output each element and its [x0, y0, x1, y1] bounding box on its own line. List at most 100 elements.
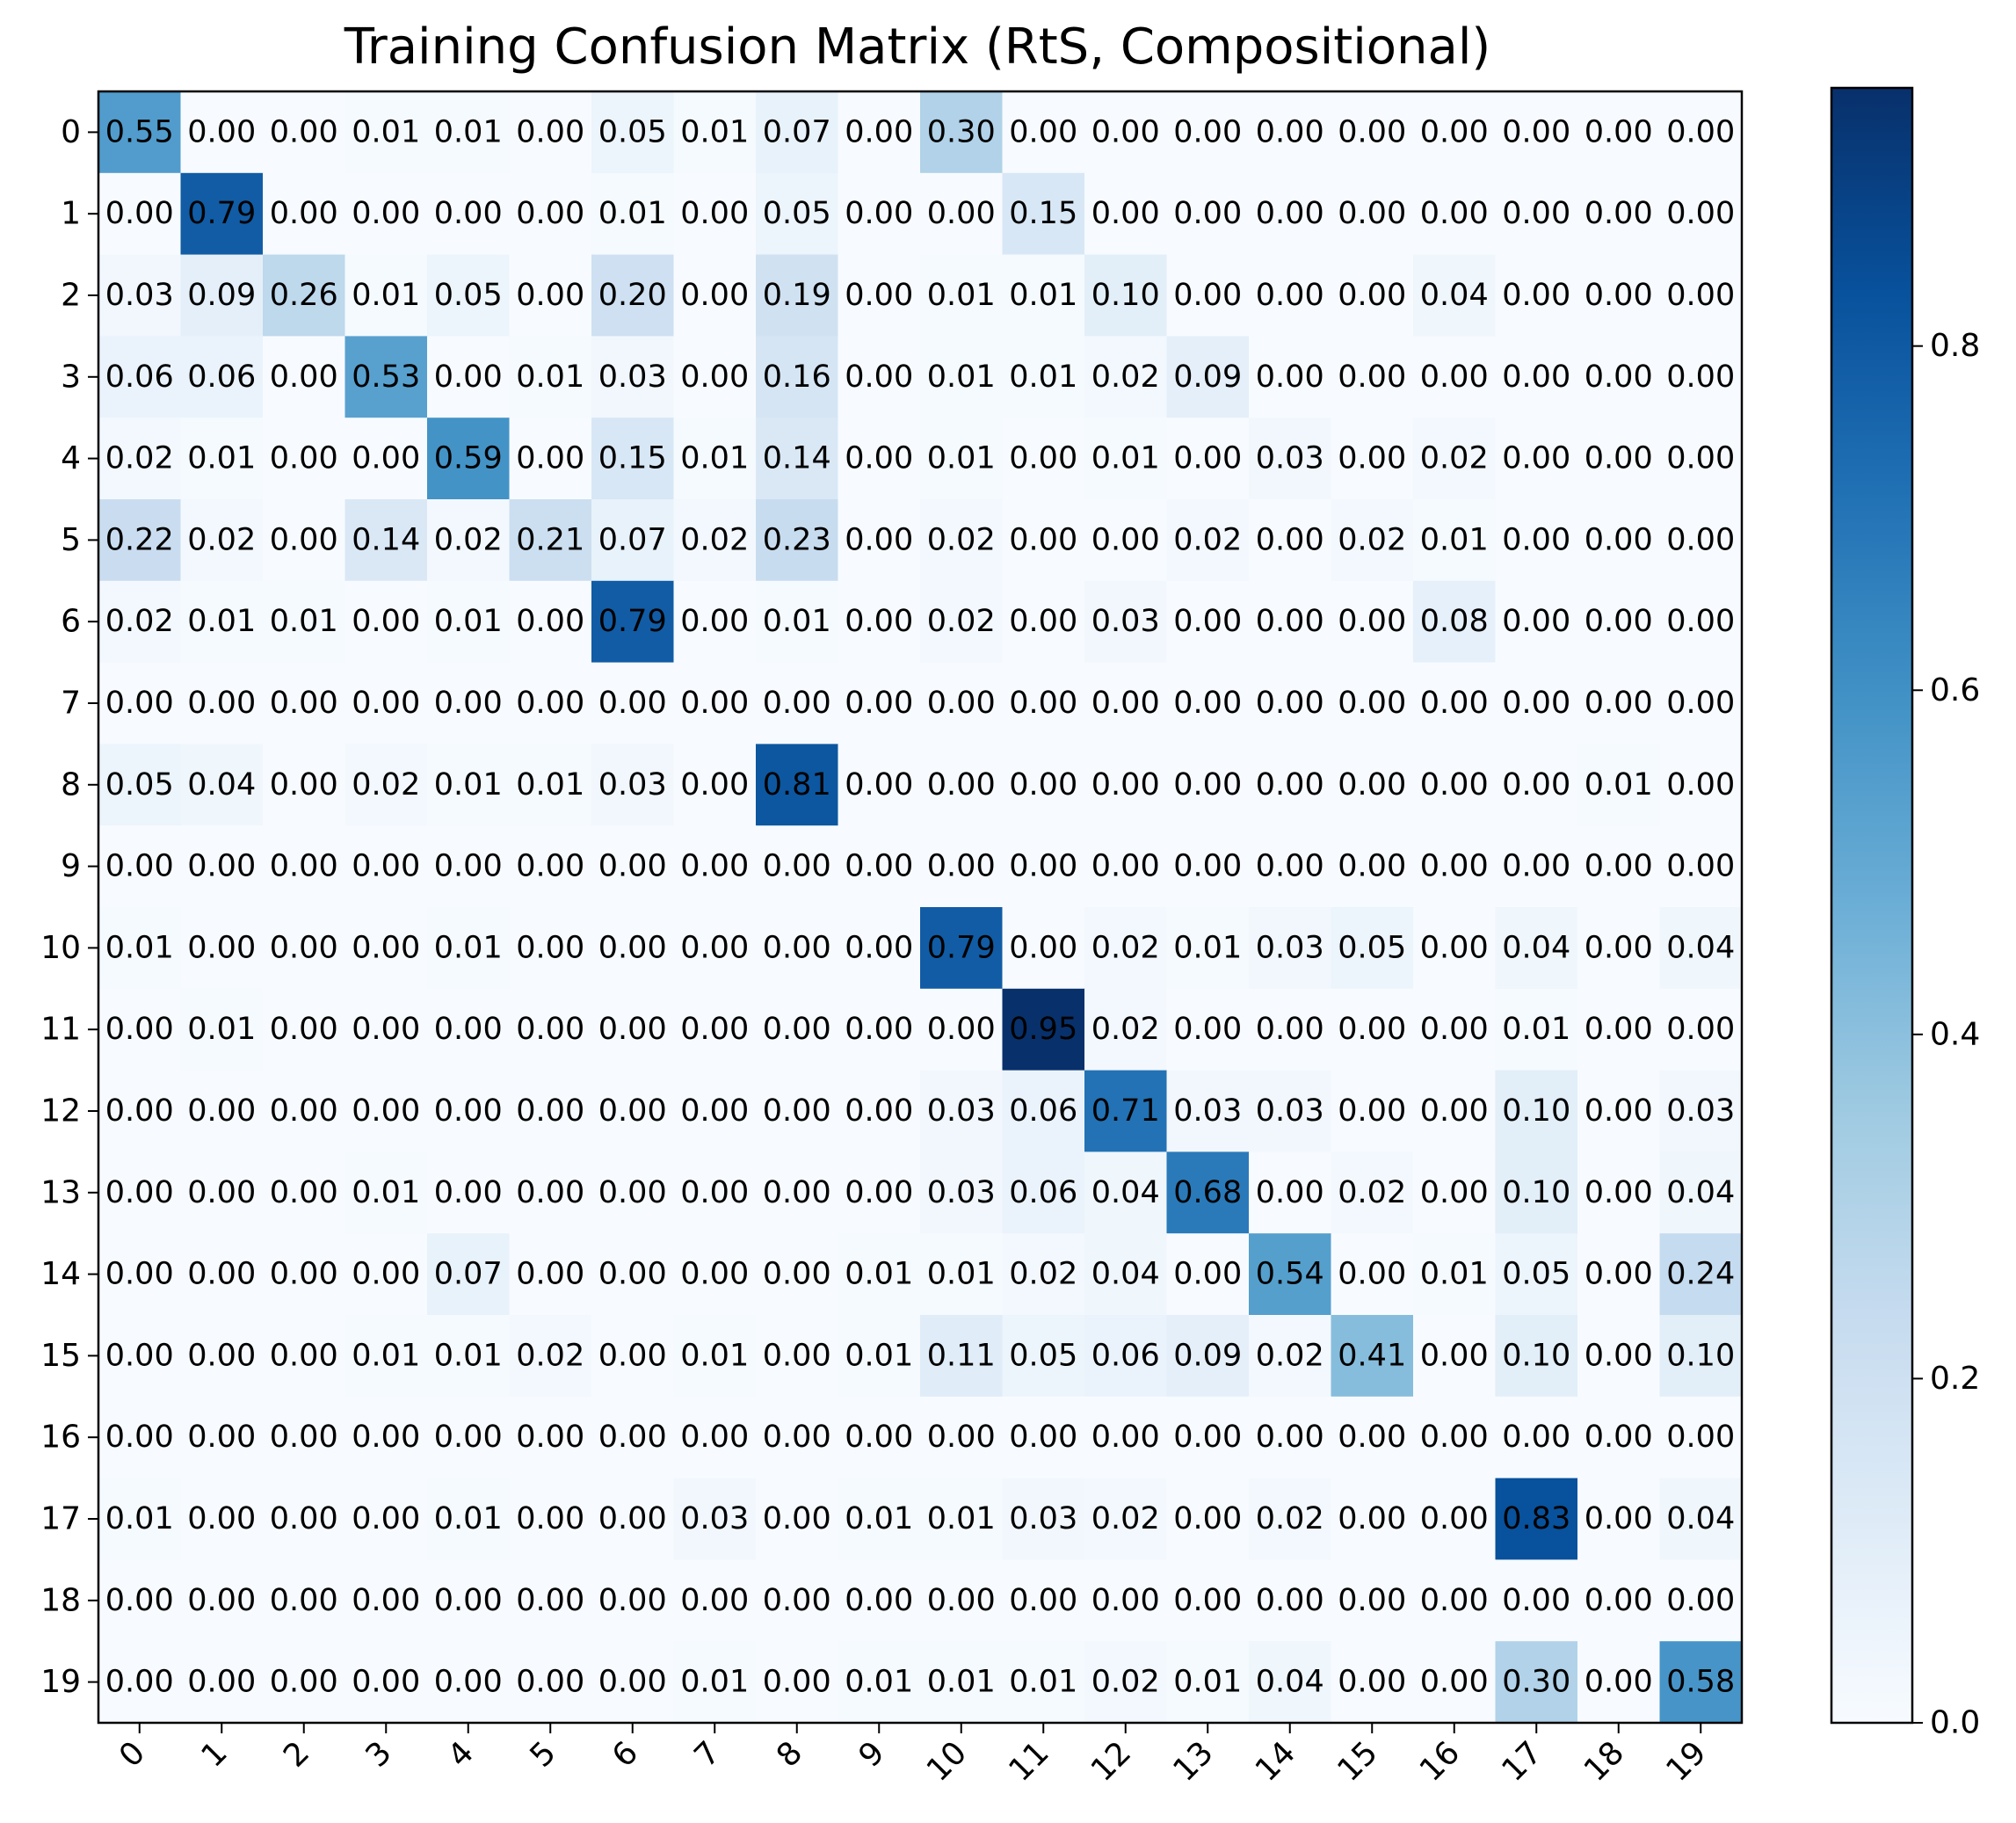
y-tick-label: 9	[61, 848, 81, 884]
x-tick-label: 11	[1002, 1735, 1055, 1789]
heatmap-cell	[1495, 172, 1578, 256]
cell-value-label: 0.00	[598, 1665, 667, 1700]
cell-value-label: 0.01	[1091, 441, 1160, 476]
cell-value-label: 0.26	[270, 278, 338, 313]
heatmap-cells	[98, 91, 1743, 1724]
cell-value-label: 0.00	[1420, 1338, 1489, 1373]
heatmap-cell	[1659, 744, 1743, 826]
cell-value-label: 0.00	[1256, 767, 1324, 803]
cell-value-label: 0.79	[598, 604, 667, 639]
cell-value-label: 0.00	[105, 686, 174, 721]
heatmap-cell	[344, 1396, 428, 1479]
cell-value-label: 0.00	[105, 1420, 174, 1455]
heatmap-cell	[344, 580, 428, 664]
heatmap-cell	[344, 1641, 428, 1724]
heatmap-cell	[509, 580, 592, 664]
cell-value-label: 0.81	[763, 767, 831, 803]
heatmap-cell	[1166, 172, 1250, 256]
heatmap-cell	[509, 1315, 592, 1398]
cell-value-label: 0.10	[1502, 1338, 1570, 1373]
cell-value-label: 0.00	[598, 1257, 667, 1292]
heatmap-cell	[263, 1315, 346, 1398]
heatmap-cell	[838, 1396, 921, 1479]
heatmap-cell	[1577, 172, 1661, 256]
cell-value-label: 0.04	[1666, 930, 1735, 965]
heatmap-cell	[1495, 744, 1578, 826]
cell-value-label: 0.00	[1666, 1583, 1735, 1618]
heatmap-cell	[98, 988, 182, 1071]
cell-value-label: 0.00	[516, 930, 584, 965]
heatmap-cell	[920, 825, 1004, 908]
heatmap-cell	[673, 254, 757, 337]
x-tick-label: 1	[195, 1735, 235, 1775]
cell-value-label: 0.00	[1420, 196, 1489, 231]
cell-value-label: 0.00	[105, 1257, 174, 1292]
heatmap-cell	[1249, 254, 1332, 337]
heatmap-cell	[344, 172, 428, 256]
y-tick-label: 13	[40, 1174, 81, 1210]
cell-value-label: 0.00	[1338, 114, 1406, 149]
cell-value-label: 0.01	[927, 1257, 996, 1292]
heatmap-cell	[920, 988, 1004, 1071]
heatmap-cell	[920, 662, 1004, 744]
heatmap-cell	[1166, 825, 1250, 908]
cell-value-label: 0.03	[927, 1093, 996, 1129]
heatmap-cell	[1002, 1070, 1085, 1152]
cell-value-label: 0.00	[1420, 849, 1489, 884]
heatmap-cell	[920, 1478, 1004, 1560]
heatmap-cell	[673, 418, 757, 500]
cell-value-label: 0.01	[187, 604, 256, 639]
heatmap-cell	[756, 1559, 839, 1642]
cell-value-label: 0.01	[1173, 1665, 1242, 1700]
cell-value-label: 0.00	[1009, 1583, 1077, 1618]
heatmap-cell	[1084, 662, 1168, 744]
heatmap-cell	[427, 1559, 511, 1642]
cell-value-label: 0.02	[434, 522, 503, 557]
heatmap-cell	[1413, 580, 1497, 664]
cell-value-label: 0.02	[927, 522, 996, 557]
heatmap-cell	[1577, 662, 1661, 744]
heatmap-cell	[98, 1070, 182, 1152]
cell-value-label: 0.00	[1256, 1012, 1324, 1047]
heatmap-cell	[263, 744, 346, 826]
cell-value-label: 0.22	[105, 522, 174, 557]
cell-value-label: 0.00	[1585, 1665, 1653, 1700]
heatmap-cell	[98, 1315, 182, 1398]
heatmap-cell	[756, 1070, 839, 1152]
heatmap-cell	[1577, 1641, 1661, 1724]
heatmap-cell	[591, 1559, 675, 1642]
heatmap-cell	[180, 336, 264, 418]
cell-value-label: 0.00	[763, 930, 831, 965]
cell-value-label: 0.00	[598, 1012, 667, 1047]
cell-value-label: 0.00	[187, 1665, 256, 1700]
cell-value-label: 0.05	[1338, 930, 1406, 965]
cell-value-label: 0.00	[1502, 1583, 1570, 1618]
cell-value-label: 0.00	[845, 196, 913, 231]
heatmap-cell	[344, 91, 428, 174]
heatmap-cell	[1331, 91, 1414, 174]
colorbar-tick-label: 0.2	[1930, 1361, 1980, 1397]
heatmap-cell	[263, 1641, 346, 1724]
heatmap-cell	[1002, 1233, 1085, 1316]
cell-value-label: 0.00	[1009, 686, 1077, 721]
cell-value-label: 0.00	[763, 1420, 831, 1455]
heatmap-cell	[1249, 988, 1332, 1071]
heatmap-cell	[98, 662, 182, 744]
heatmap-cell	[263, 1478, 346, 1560]
heatmap-cell	[838, 336, 921, 418]
heatmap-cell	[180, 580, 264, 664]
cell-value-label: 0.00	[680, 1257, 749, 1292]
cell-value-label: 0.02	[1091, 1665, 1160, 1700]
cell-value-label: 0.03	[1009, 1501, 1077, 1536]
heatmap-cell	[344, 1478, 428, 1560]
cell-value-label: 0.00	[680, 360, 749, 395]
x-tick-label: 15	[1331, 1735, 1384, 1789]
cell-value-label: 0.00	[1256, 196, 1324, 231]
heatmap-cell	[673, 1315, 757, 1398]
x-tick-label: 10	[920, 1735, 974, 1789]
heatmap-cell	[1166, 1151, 1250, 1234]
cell-value-label: 0.03	[680, 1501, 749, 1536]
heatmap-cell	[838, 1233, 921, 1316]
heatmap-cell	[756, 172, 839, 256]
cell-value-label: 0.00	[1585, 1257, 1653, 1292]
